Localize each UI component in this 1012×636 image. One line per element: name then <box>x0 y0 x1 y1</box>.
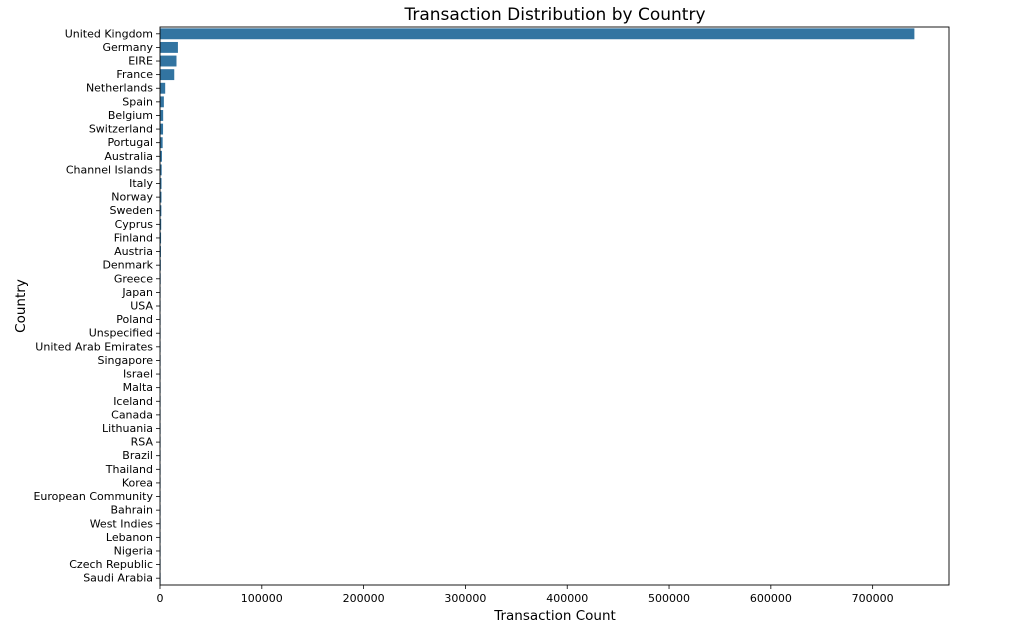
chart-title: Transaction Distribution by Country <box>403 5 705 25</box>
bars <box>160 28 915 584</box>
y-tick-label: EIRE <box>128 55 153 68</box>
bar <box>160 232 162 244</box>
y-tick-label: Brazil <box>122 449 153 462</box>
y-tick-label: USA <box>130 300 153 313</box>
y-tick-label: Australia <box>104 150 153 163</box>
y-tick-label: Malta <box>123 381 153 394</box>
x-axis-ticks: 0 100000 200000 300000 400000 500000 600000 700… <box>157 585 894 605</box>
y-tick-label: Japan <box>121 286 153 299</box>
bar <box>160 164 162 176</box>
y-tick-label: Thailand <box>105 463 153 476</box>
bar <box>160 218 162 230</box>
x-tick-label: 100000 <box>241 592 283 605</box>
bar <box>160 191 162 203</box>
y-axis-label: Country <box>13 279 29 333</box>
bar <box>160 96 164 108</box>
y-tick-label: Sweden <box>110 204 153 217</box>
x-tick-label: 200000 <box>343 592 385 605</box>
bar <box>160 82 166 94</box>
y-tick-label: Unspecified <box>89 327 153 340</box>
y-tick-label: Portugal <box>107 136 153 149</box>
y-tick-label: Singapore <box>98 354 154 367</box>
y-axis-ticks: United KingdomGermanyEIREFranceNetherlan… <box>33 27 160 585</box>
y-tick-label: Lithuania <box>102 422 153 435</box>
y-tick-label: Cyprus <box>115 218 154 231</box>
x-axis-label: Transaction Count <box>493 608 616 624</box>
y-tick-label: Channel Islands <box>66 163 153 176</box>
y-tick-label: Belgium <box>108 109 153 122</box>
bar <box>160 69 175 81</box>
y-tick-label: Netherlands <box>86 82 153 95</box>
bar <box>160 28 915 40</box>
y-tick-label: Poland <box>116 313 153 326</box>
y-tick-label: Israel <box>123 368 153 381</box>
y-tick-label: Spain <box>122 95 153 108</box>
y-tick-label: Bahrain <box>110 504 153 517</box>
y-tick-label: Greece <box>114 272 153 285</box>
y-tick-label: Iceland <box>113 395 153 408</box>
y-tick-label: Saudi Arabia <box>83 572 153 585</box>
y-tick-label: RSA <box>131 436 154 449</box>
y-tick-label: Finland <box>114 231 153 244</box>
y-tick-label: Norway <box>111 191 153 204</box>
x-tick-label: 400000 <box>546 592 588 605</box>
y-tick-label: Switzerland <box>89 123 153 136</box>
y-tick-label: United Kingdom <box>65 27 153 40</box>
y-tick-label: Czech Republic <box>69 558 153 571</box>
y-tick-label: Italy <box>129 177 153 190</box>
x-tick-label: 300000 <box>444 592 486 605</box>
y-tick-label: Austria <box>114 245 153 258</box>
bar <box>160 205 162 217</box>
plot-frame <box>159 26 950 586</box>
y-tick-label: Lebanon <box>106 531 153 544</box>
y-tick-label: Denmark <box>102 259 153 272</box>
y-tick-label: West Indies <box>90 517 154 530</box>
bar <box>160 150 162 162</box>
x-tick-label: 700000 <box>852 592 894 605</box>
bar <box>160 178 162 189</box>
y-tick-label: France <box>116 68 153 81</box>
x-tick-label: 500000 <box>648 592 690 605</box>
bar <box>160 123 164 135</box>
bar <box>160 55 177 67</box>
x-tick-label: 0 <box>157 592 164 605</box>
y-tick-label: Germany <box>102 41 153 54</box>
bar <box>160 110 164 121</box>
bar <box>160 41 178 53</box>
x-tick-label: 600000 <box>750 592 792 605</box>
y-tick-label: European Community <box>33 490 153 503</box>
y-tick-label: United Arab Emirates <box>35 340 153 353</box>
bar <box>160 137 163 149</box>
y-tick-label: Nigeria <box>114 544 153 557</box>
bar <box>160 246 161 258</box>
y-tick-label: Canada <box>111 408 153 421</box>
y-tick-label: Korea <box>122 476 153 489</box>
